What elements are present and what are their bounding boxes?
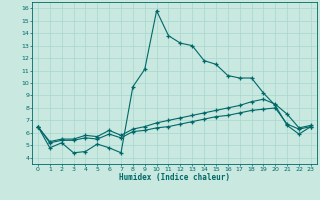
X-axis label: Humidex (Indice chaleur): Humidex (Indice chaleur) (119, 173, 230, 182)
